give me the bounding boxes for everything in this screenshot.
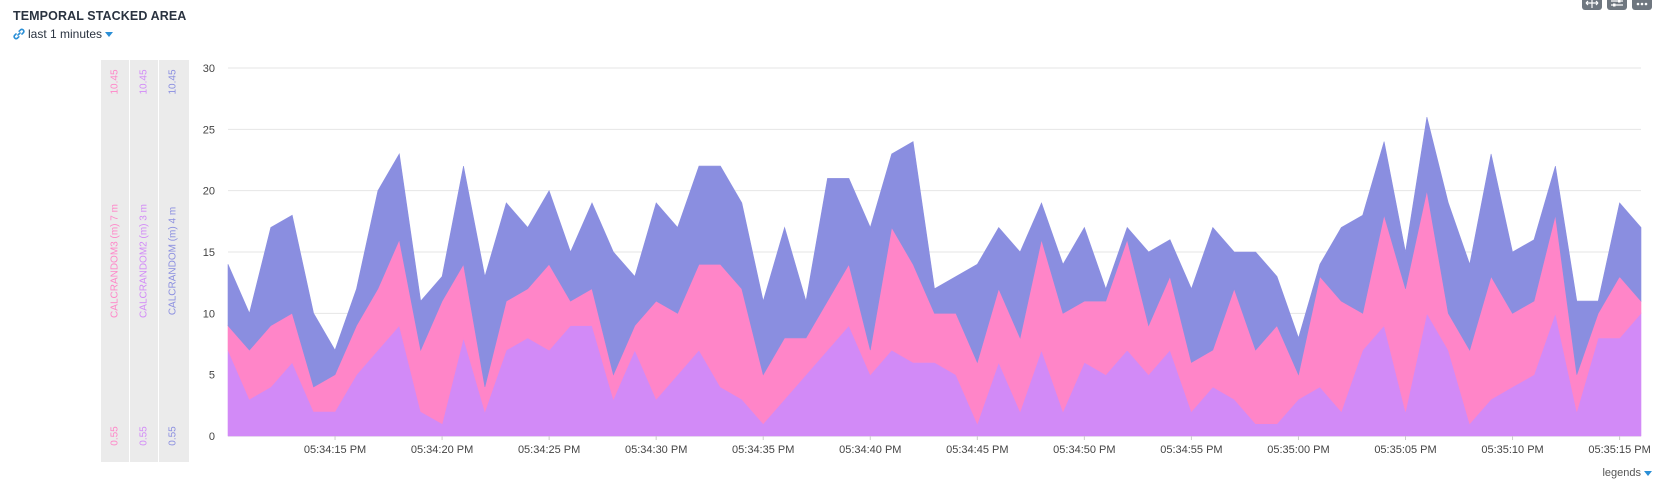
x-tick-label: 05:34:30 PM [625, 444, 687, 456]
y-tick-label: 5 [209, 370, 215, 382]
y-tick-label: 25 [203, 124, 215, 136]
more-button[interactable] [1632, 0, 1652, 10]
y-tick-label: 15 [203, 247, 215, 259]
axis-strip-calcrandom2: 10.45 CALCRANDOM2 (m) 3 m 0.55 [130, 60, 159, 462]
time-range-label: last 1 minutes [28, 27, 103, 41]
x-tick-label: 05:35:00 PM [1267, 444, 1329, 456]
fullscreen-icon [1585, 0, 1599, 8]
y-tick-label: 10 [203, 308, 215, 320]
legends-toggle[interactable]: legends [1602, 467, 1652, 479]
legends-label: legends [1602, 467, 1641, 479]
chevron-down-icon [105, 31, 114, 37]
settings-sliders-icon [1611, 0, 1623, 7]
y-tick-label: 20 [203, 186, 215, 198]
more-icon [1636, 2, 1648, 6]
x-tick-label: 05:35:05 PM [1374, 444, 1436, 456]
page-title: TEMPORAL STACKED AREA [13, 9, 187, 23]
series-area [227, 117, 1642, 388]
y-tick-label: 0 [209, 431, 215, 443]
chevron-down-icon [1644, 470, 1652, 476]
x-tick-label: 05:34:25 PM [518, 444, 580, 456]
time-range-selector[interactable]: last 1 minutes [13, 27, 114, 41]
settings-button[interactable] [1607, 0, 1627, 10]
chart-toolbar [1582, 0, 1652, 10]
x-tick-label: 05:34:20 PM [411, 444, 473, 456]
y-axes-panel: 10.45 CALCRANDOM3 (m) 7 m 0.55 10.45 CAL… [101, 60, 189, 462]
x-tick-label: 05:34:35 PM [732, 444, 794, 456]
axis-strip-calcrandom3: 10.45 CALCRANDOM3 (m) 7 m 0.55 [101, 60, 130, 462]
x-tick-label: 05:34:45 PM [946, 444, 1008, 456]
fullscreen-button[interactable] [1582, 0, 1602, 10]
x-tick-label: 05:35:10 PM [1481, 444, 1543, 456]
x-tick-label: 05:34:40 PM [839, 444, 901, 456]
x-tick-label: 05:34:50 PM [1053, 444, 1115, 456]
link-icon [13, 28, 25, 40]
x-tick-label: 05:34:15 PM [304, 444, 366, 456]
x-tick-label: 05:34:55 PM [1160, 444, 1222, 456]
x-tick-label: 05:35:15 PM [1588, 444, 1650, 456]
y-tick-label: 30 [203, 63, 215, 75]
